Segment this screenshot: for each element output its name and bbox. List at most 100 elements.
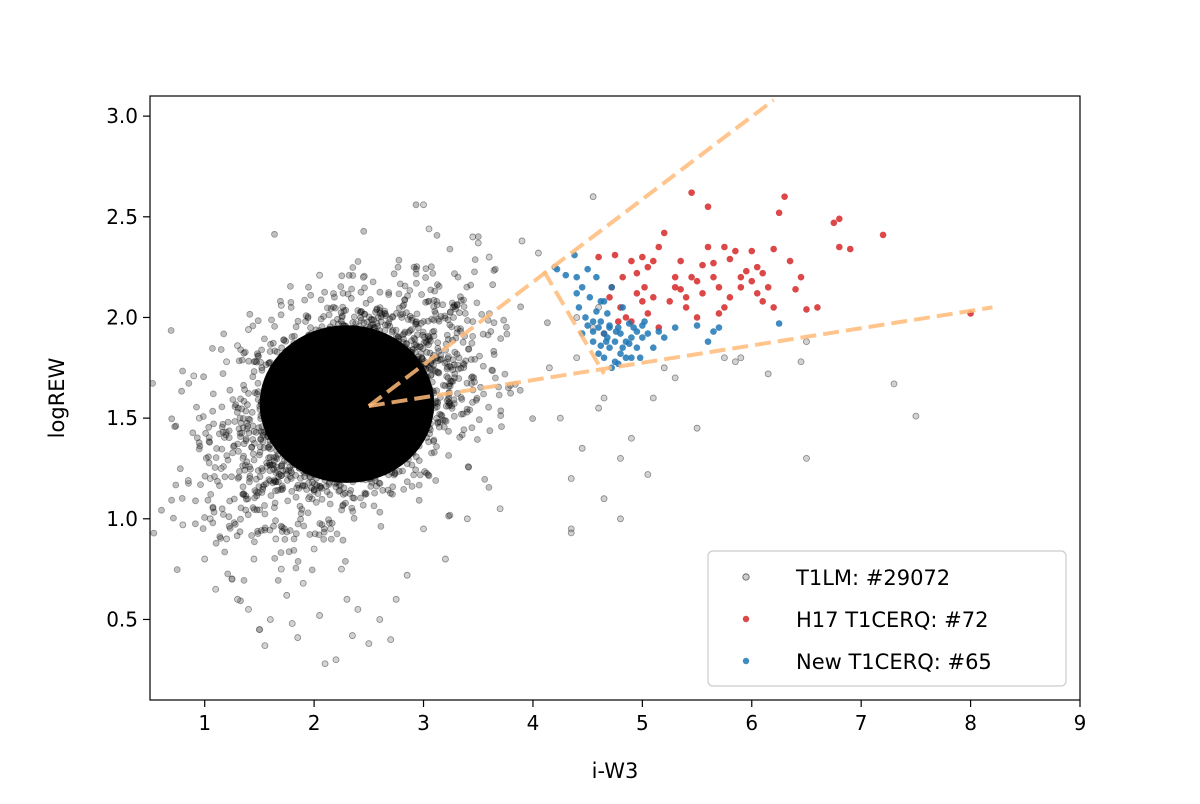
scatter-point xyxy=(331,374,339,382)
scatter-point xyxy=(378,456,386,464)
scatter-point xyxy=(319,426,327,434)
scatter-point xyxy=(366,419,373,427)
scatter-point xyxy=(349,396,357,404)
scatter-point xyxy=(255,352,262,360)
scatter-point xyxy=(296,502,304,510)
scatter-point xyxy=(410,263,418,271)
scatter-point xyxy=(368,340,376,348)
scatter-point xyxy=(289,411,297,419)
scatter-point xyxy=(367,336,375,344)
scatter-point xyxy=(688,189,695,196)
scatter-point xyxy=(355,386,362,394)
scatter-point xyxy=(395,432,403,440)
scatter-point xyxy=(333,346,341,354)
scatter-point xyxy=(297,412,305,420)
scatter-point xyxy=(748,277,756,285)
scatter-point xyxy=(314,392,322,400)
scatter-point xyxy=(277,549,285,556)
scatter-point xyxy=(361,284,368,292)
scatter-point xyxy=(311,442,319,450)
scatter-point xyxy=(425,333,433,341)
y-tick-label: 3.0 xyxy=(106,104,138,128)
scatter-point xyxy=(373,305,381,313)
scatter-point xyxy=(347,426,355,434)
scatter-point xyxy=(471,268,478,276)
scatter-point xyxy=(297,425,305,433)
scatter-point xyxy=(671,273,679,281)
scatter-point xyxy=(324,372,332,379)
scatter-point xyxy=(353,459,361,467)
scatter-point xyxy=(344,369,352,377)
scatter-point xyxy=(308,349,316,357)
scatter-point xyxy=(238,429,246,437)
scatter-point xyxy=(411,335,419,343)
scatter-point xyxy=(329,432,337,440)
scatter-point xyxy=(491,374,499,382)
scatter-point xyxy=(286,282,294,290)
scatter-point xyxy=(294,413,302,421)
scatter-point xyxy=(348,285,356,293)
scatter-point xyxy=(339,326,347,334)
scatter-point xyxy=(759,298,767,305)
scatter-point xyxy=(306,531,314,538)
scatter-point xyxy=(383,414,391,422)
scatter-point xyxy=(367,473,375,481)
scatter-point xyxy=(497,407,505,415)
scatter-point xyxy=(262,391,270,399)
scatter-point xyxy=(383,394,391,402)
scatter-point xyxy=(331,405,339,413)
scatter-point xyxy=(375,479,383,487)
scatter-point xyxy=(224,456,232,464)
scatter-point xyxy=(326,416,334,424)
scatter-point xyxy=(355,410,363,418)
scatter-point xyxy=(357,377,365,385)
scatter-point xyxy=(377,367,384,375)
scatter-point xyxy=(259,483,267,491)
scatter-point xyxy=(367,386,375,394)
scatter-point xyxy=(315,398,323,406)
scatter-point xyxy=(423,434,431,441)
scatter-point xyxy=(442,555,449,563)
scatter-point xyxy=(346,438,354,446)
scatter-point xyxy=(399,339,407,346)
scatter-point xyxy=(191,520,199,528)
scatter-point xyxy=(259,431,267,439)
scatter-point xyxy=(330,375,338,383)
scatter-point xyxy=(556,414,564,422)
scatter-point xyxy=(337,372,345,380)
scatter-point xyxy=(297,368,305,376)
scatter-point xyxy=(323,459,331,467)
scatter-point xyxy=(311,384,319,392)
scatter-point xyxy=(296,437,303,445)
scatter-point xyxy=(298,462,306,470)
scatter-point xyxy=(332,383,339,391)
scatter-point xyxy=(256,448,264,456)
scatter-point xyxy=(337,468,345,475)
scatter-point xyxy=(220,330,228,338)
scatter-point xyxy=(321,360,329,368)
scatter-point xyxy=(391,441,398,449)
scatter-point xyxy=(272,478,280,486)
scatter-point xyxy=(373,306,381,314)
scatter-point xyxy=(641,283,648,291)
scatter-point xyxy=(501,370,509,378)
scatter-point xyxy=(276,435,284,443)
scatter-point xyxy=(394,333,402,341)
scatter-point xyxy=(249,450,257,458)
scatter-point xyxy=(370,411,378,419)
scatter-point xyxy=(396,364,404,371)
scatter-point xyxy=(297,380,305,388)
scatter-point xyxy=(361,415,369,423)
scatter-point xyxy=(324,386,332,394)
scatter-point xyxy=(218,403,226,411)
scatter-point xyxy=(392,440,400,448)
scatter-point xyxy=(293,433,301,441)
scatter-point xyxy=(578,444,586,452)
scatter-point xyxy=(322,406,330,414)
scatter-point xyxy=(359,400,366,408)
scatter-point xyxy=(434,357,442,365)
scatter-point xyxy=(319,465,326,472)
scatter-point xyxy=(400,434,408,442)
scatter-point xyxy=(465,345,472,353)
scatter-point xyxy=(250,506,258,513)
